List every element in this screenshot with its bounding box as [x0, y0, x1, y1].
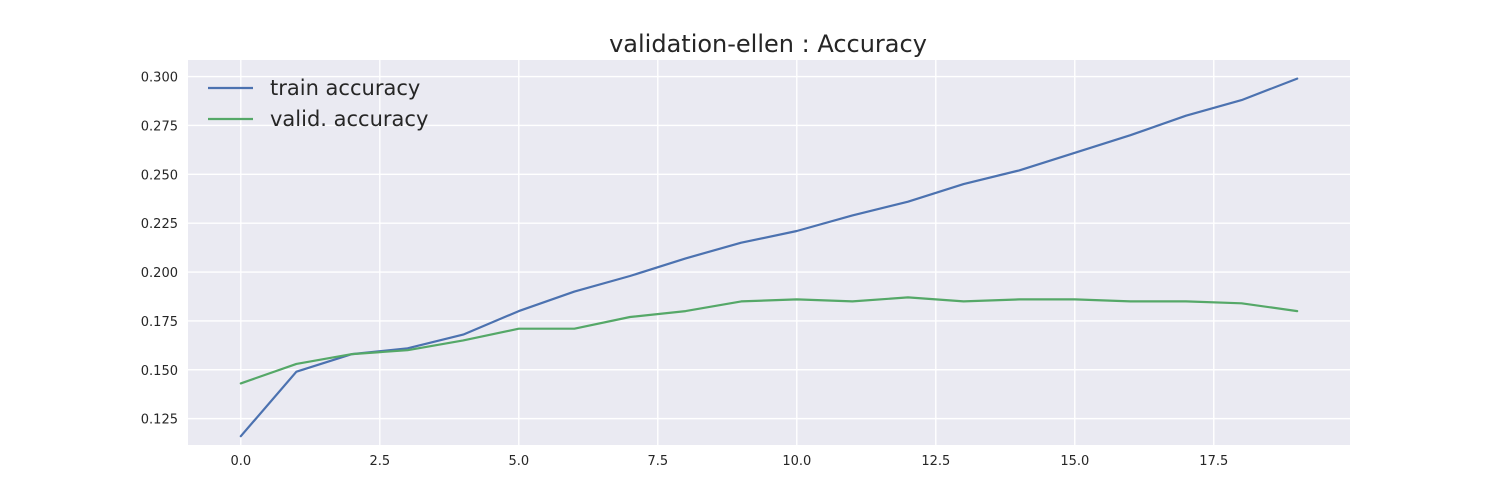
y-tick-label: 0.200: [141, 266, 178, 281]
legend-label: valid. accuracy: [270, 107, 428, 131]
x-tick-label: 12.5: [921, 454, 950, 469]
plot-area: [188, 60, 1350, 445]
legend-label: train accuracy: [270, 76, 420, 100]
chart-title: validation-ellen : Accuracy: [609, 30, 927, 58]
x-tick-label: 5.0: [508, 454, 529, 469]
y-tick-label: 0.150: [141, 364, 178, 379]
y-tick-label: 0.125: [141, 413, 178, 428]
y-tick-label: 0.225: [141, 217, 178, 232]
y-tick-label: 0.300: [141, 71, 178, 86]
x-tick-label: 0.0: [230, 454, 251, 469]
x-tick-label: 2.5: [369, 454, 390, 469]
y-tick-label: 0.175: [141, 315, 178, 330]
x-tick-label: 10.0: [782, 454, 811, 469]
series-line-train-accuracy: [239, 77, 1299, 438]
x-tick-label: 15.0: [1060, 454, 1089, 469]
y-tick-label: 0.275: [141, 119, 178, 134]
legend: train accuracy valid. accuracy: [208, 76, 428, 131]
x-tick-label: 7.5: [647, 454, 668, 469]
x-tick-label: 17.5: [1199, 454, 1228, 469]
y-tick-label: 0.250: [141, 168, 178, 183]
series-line-valid-accuracy: [239, 296, 1299, 385]
